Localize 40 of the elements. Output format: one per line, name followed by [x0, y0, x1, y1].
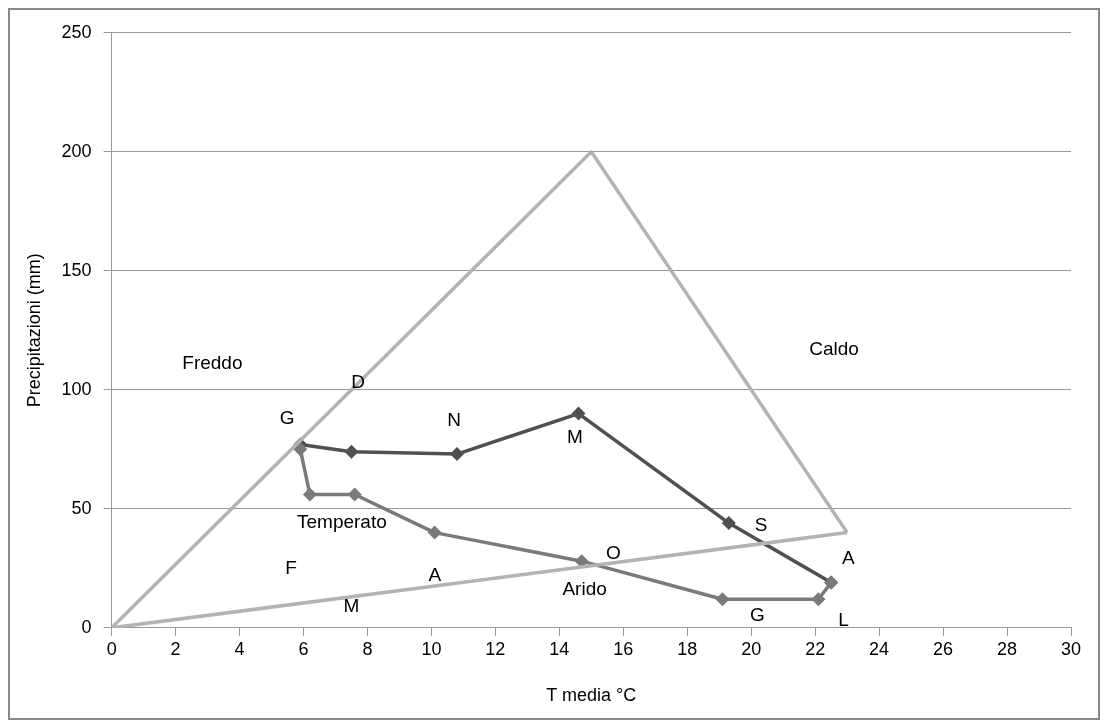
- annotation: Freddo: [182, 351, 243, 373]
- y-tick-label: 50: [71, 497, 92, 518]
- annotation: A: [428, 563, 442, 585]
- y-axis-title: Precipitazioni (mm): [23, 253, 44, 408]
- x-tick-label: 12: [485, 638, 506, 659]
- y-tick-label: 200: [61, 140, 92, 161]
- annotation: A: [842, 547, 856, 569]
- x-tick-label: 26: [933, 638, 954, 659]
- x-tick-label: 8: [362, 638, 373, 659]
- annotation: Caldo: [809, 337, 859, 359]
- annotation: G: [279, 406, 295, 428]
- x-tick-label: 14: [549, 638, 570, 659]
- x-tick-label: 10: [421, 638, 442, 659]
- annotation: N: [447, 408, 461, 430]
- x-tick-label: 2: [170, 638, 181, 659]
- y-tick-label: 0: [81, 616, 92, 637]
- x-axis-title: T media °C: [546, 685, 637, 706]
- x-tick-label: 30: [1060, 638, 1082, 659]
- annotation: L: [838, 608, 849, 630]
- x-tick-label: 18: [677, 638, 698, 659]
- x-tick-label: 16: [613, 638, 634, 659]
- annotation: M: [567, 425, 583, 447]
- y-tick-label: 150: [61, 259, 92, 280]
- annotation: F: [285, 556, 297, 578]
- x-tick-label: 22: [805, 638, 826, 659]
- y-tick-label: 250: [61, 21, 92, 42]
- annotation: Temperato: [296, 511, 387, 533]
- x-tick-label: 6: [298, 638, 309, 659]
- annotation: O: [605, 542, 621, 564]
- annotation: D: [351, 370, 366, 392]
- annotation: M: [343, 594, 360, 616]
- x-tick-label: 0: [106, 638, 117, 659]
- x-tick-label: 20: [741, 638, 762, 659]
- annotation: G: [749, 604, 765, 626]
- x-tick-label: 4: [234, 638, 245, 659]
- annotation: S: [754, 513, 768, 535]
- y-tick-label: 100: [61, 378, 92, 399]
- annotation: Arido: [562, 577, 607, 599]
- x-tick-label: 24: [869, 638, 890, 659]
- x-tick-label: 28: [997, 638, 1018, 659]
